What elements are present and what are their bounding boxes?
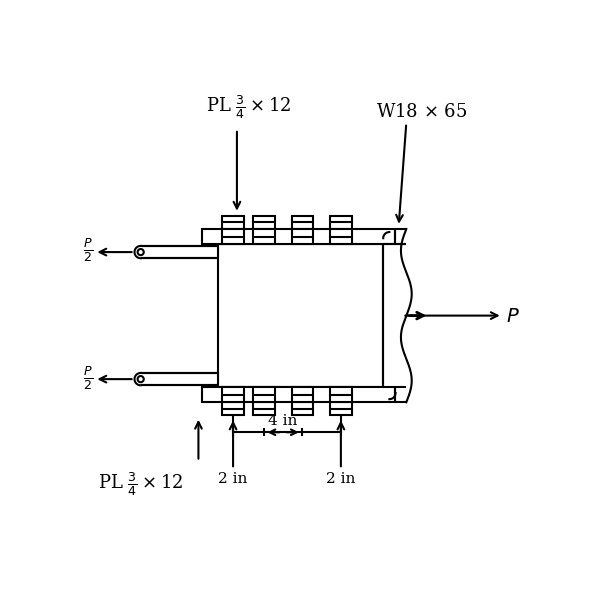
Bar <box>253 402 275 416</box>
Circle shape <box>137 249 144 255</box>
Bar <box>330 216 352 229</box>
Text: 2 in: 2 in <box>326 472 356 487</box>
Bar <box>202 387 395 402</box>
Bar <box>291 402 313 416</box>
Bar <box>291 216 313 229</box>
Bar <box>291 229 313 244</box>
Bar <box>222 229 244 244</box>
Text: 4 in: 4 in <box>268 414 298 428</box>
Bar <box>140 373 218 386</box>
Text: PL $\frac{3}{4}\times$12: PL $\frac{3}{4}\times$12 <box>99 470 183 498</box>
Bar <box>222 402 244 416</box>
Bar <box>291 387 313 402</box>
Bar <box>253 216 275 229</box>
Bar <box>330 402 352 416</box>
Bar <box>253 229 275 244</box>
Bar <box>253 387 275 402</box>
Bar <box>330 387 352 402</box>
Text: $P$: $P$ <box>506 308 520 326</box>
Polygon shape <box>134 246 142 258</box>
Bar <box>330 229 352 244</box>
Text: $\frac{P}{2}$: $\frac{P}{2}$ <box>83 364 93 392</box>
Bar <box>202 229 395 244</box>
Text: 2 in: 2 in <box>218 472 248 487</box>
Bar <box>222 387 244 402</box>
Bar <box>222 216 244 229</box>
Polygon shape <box>134 373 142 386</box>
Text: $\frac{P}{2}$: $\frac{P}{2}$ <box>83 237 93 264</box>
Text: W18 $\times$ 65: W18 $\times$ 65 <box>375 103 467 121</box>
Text: PL $\frac{3}{4}\times$12: PL $\frac{3}{4}\times$12 <box>206 94 291 121</box>
Bar <box>218 244 384 387</box>
Bar <box>140 246 218 258</box>
Circle shape <box>137 376 144 382</box>
